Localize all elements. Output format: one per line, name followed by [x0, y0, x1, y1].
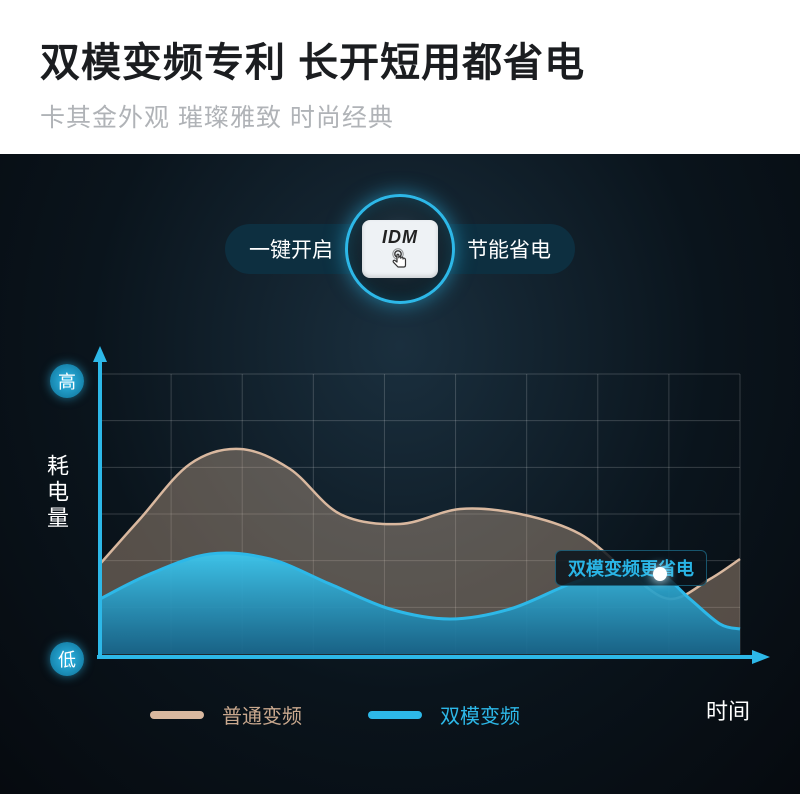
- legend-label-dual: 双模变频: [440, 700, 520, 729]
- legend-swatch-dual: [368, 711, 422, 719]
- y-axis-low-badge: 低: [50, 642, 84, 676]
- y-axis-label: 耗电量: [40, 454, 72, 532]
- page-subtitle: 卡其金外观 璀璨雅致 时尚经典: [40, 98, 760, 134]
- x-axis-label: 时间: [706, 694, 750, 726]
- idm-chip: IDM: [362, 220, 438, 278]
- chart-panel: 一键开启 IDM 节能省电 高 耗电量 低: [0, 154, 800, 794]
- legend: 普通变频 双模变频: [150, 700, 520, 729]
- touch-icon: [388, 248, 412, 272]
- badge-row: 一键开启 IDM 节能省电: [225, 194, 575, 304]
- legend-label-normal: 普通变频: [222, 700, 302, 729]
- y-axis-high-badge: 高: [50, 364, 84, 398]
- chart-callout: 双模变频更省电: [555, 550, 707, 586]
- legend-swatch-normal: [150, 711, 204, 719]
- idm-badge[interactable]: IDM: [345, 194, 455, 304]
- chart-area: [100, 374, 760, 654]
- highlight-dot: [653, 567, 667, 581]
- idm-label: IDM: [382, 227, 418, 248]
- header: 双模变频专利 长开短用都省电 卡其金外观 璀璨雅致 时尚经典: [0, 0, 800, 134]
- chart-svg: [100, 374, 780, 694]
- page-title: 双模变频专利 长开短用都省电: [40, 30, 760, 88]
